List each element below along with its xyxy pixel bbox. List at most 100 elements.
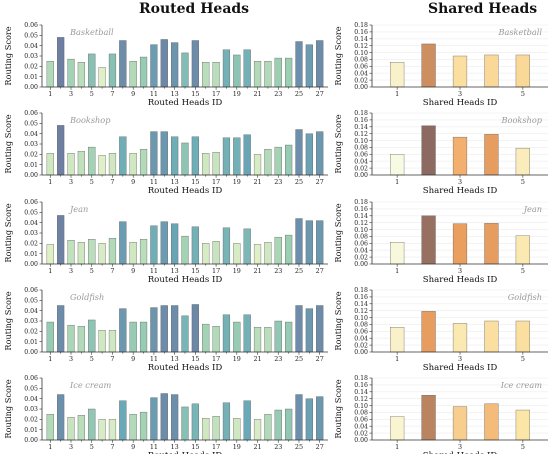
bar bbox=[171, 223, 179, 265]
bar bbox=[515, 147, 530, 176]
bar bbox=[212, 325, 220, 353]
y-tick-label: 0.10 bbox=[354, 403, 368, 410]
bar bbox=[150, 225, 158, 265]
panel-annotation: Jean bbox=[68, 204, 88, 214]
y-axis-label: Routing Score bbox=[3, 291, 13, 350]
bar bbox=[316, 305, 324, 353]
bar bbox=[515, 320, 530, 353]
x-axis-label: Routed Heads ID bbox=[148, 98, 223, 108]
x-tick-label: 15 bbox=[191, 443, 199, 451]
x-tick-label: 27 bbox=[316, 443, 324, 451]
y-axis-label: Routing Score bbox=[333, 291, 343, 350]
y-tick-label: 0.16 bbox=[354, 382, 368, 389]
x-tick-label: 23 bbox=[274, 178, 282, 186]
x-tick-label: 23 bbox=[274, 267, 282, 275]
x-tick-label: 27 bbox=[316, 267, 324, 275]
bar bbox=[88, 239, 96, 265]
bar bbox=[202, 62, 210, 88]
routed-chart-5: 0.000.010.020.030.040.050.061 3 5 7 9 11 13 15 1… bbox=[3, 375, 328, 454]
y-tick-label: 0.02 bbox=[24, 64, 38, 71]
bar bbox=[295, 394, 303, 441]
y-tick-label: 0.06 bbox=[354, 64, 368, 71]
panel-annotation: Bookshop bbox=[69, 115, 111, 125]
x-axis-label: Shared Heads ID bbox=[423, 186, 498, 196]
bar bbox=[222, 314, 231, 353]
x-tick-label: 17 bbox=[212, 443, 220, 451]
x-tick-label: 1 bbox=[48, 178, 52, 186]
y-tick-label: 0.18 bbox=[354, 287, 368, 294]
x-axis-label: Shared Heads ID bbox=[423, 275, 498, 285]
x-tick-label: 9 bbox=[131, 178, 135, 186]
y-tick-label: 0.12 bbox=[354, 396, 368, 403]
panel-annotation: Basketball bbox=[497, 27, 542, 37]
bar bbox=[57, 215, 65, 265]
y-tick-label: 0.04 bbox=[24, 308, 38, 315]
bar bbox=[139, 239, 148, 265]
y-tick-label: 0.02 bbox=[24, 417, 38, 424]
bar bbox=[57, 37, 65, 88]
bar bbox=[264, 148, 272, 176]
bar bbox=[191, 40, 199, 88]
bar bbox=[274, 146, 282, 176]
bar bbox=[316, 396, 324, 441]
x-tick-label: 17 bbox=[212, 90, 220, 98]
x-tick-label: 13 bbox=[171, 178, 179, 186]
x-tick-label: 3 bbox=[458, 90, 462, 98]
x-tick-label: 3 bbox=[458, 443, 462, 451]
bar bbox=[390, 62, 405, 88]
y-tick-label: 0.08 bbox=[354, 145, 368, 152]
bar bbox=[253, 244, 262, 265]
bar bbox=[452, 223, 468, 265]
bar bbox=[253, 60, 262, 88]
y-tick-label: 0.04 bbox=[24, 43, 38, 50]
bar bbox=[243, 49, 251, 88]
x-tick-label: 21 bbox=[253, 90, 261, 98]
x-tick-label: 15 bbox=[191, 355, 199, 363]
x-tick-label: 25 bbox=[295, 443, 303, 451]
bar bbox=[390, 327, 405, 353]
bar bbox=[171, 42, 179, 88]
x-tick-label: 11 bbox=[150, 178, 158, 186]
bar bbox=[181, 315, 189, 353]
bar bbox=[88, 53, 96, 88]
bar bbox=[212, 416, 220, 441]
x-tick-label: 15 bbox=[191, 267, 199, 275]
bar bbox=[285, 57, 293, 88]
bar bbox=[452, 406, 468, 441]
bar bbox=[150, 44, 158, 88]
y-tick-label: 0.06 bbox=[354, 241, 368, 248]
y-tick-label: 0.12 bbox=[354, 220, 368, 227]
y-tick-label: 0.06 bbox=[354, 417, 368, 424]
x-tick-label: 11 bbox=[150, 443, 158, 451]
x-tick-label: 1 bbox=[395, 267, 399, 275]
shared-chart-5: 0.000.020.040.060.080.100.120.140.160.18… bbox=[333, 375, 548, 454]
y-tick-label: 0.05 bbox=[24, 386, 38, 393]
x-tick-label: 13 bbox=[171, 355, 179, 363]
y-tick-label: 0.01 bbox=[24, 339, 38, 346]
bar bbox=[160, 131, 168, 176]
bar bbox=[421, 395, 436, 441]
x-tick-label: 27 bbox=[316, 355, 324, 363]
x-tick-label: 9 bbox=[131, 90, 135, 98]
y-axis-label: Routing Score bbox=[333, 379, 343, 438]
x-tick-label: 23 bbox=[274, 355, 282, 363]
y-tick-label: 0.16 bbox=[354, 117, 368, 124]
bar bbox=[46, 413, 54, 441]
x-tick-label: 17 bbox=[212, 267, 220, 275]
bar bbox=[57, 305, 65, 353]
bar bbox=[421, 215, 436, 265]
x-tick-label: 11 bbox=[150, 267, 158, 275]
routed-chart-2: 0.000.010.020.030.040.050.061 3 5 7 9 11 13 15 1… bbox=[3, 110, 328, 196]
bar bbox=[515, 409, 530, 441]
y-tick-label: 0.06 bbox=[24, 375, 38, 382]
y-axis-label: Routing Score bbox=[3, 26, 13, 85]
bar bbox=[390, 416, 405, 441]
shared-chart-2: 0.000.020.040.060.080.100.120.140.160.18… bbox=[333, 110, 548, 196]
routed-chart-3: 0.000.010.020.030.040.050.061 3 5 7 9 11 13 15 1… bbox=[3, 199, 328, 285]
y-tick-label: 0.00 bbox=[354, 172, 368, 179]
x-tick-label: 5 bbox=[521, 178, 525, 186]
y-tick-label: 0.14 bbox=[354, 389, 368, 396]
bar bbox=[139, 411, 148, 441]
y-tick-label: 0.08 bbox=[354, 234, 368, 241]
